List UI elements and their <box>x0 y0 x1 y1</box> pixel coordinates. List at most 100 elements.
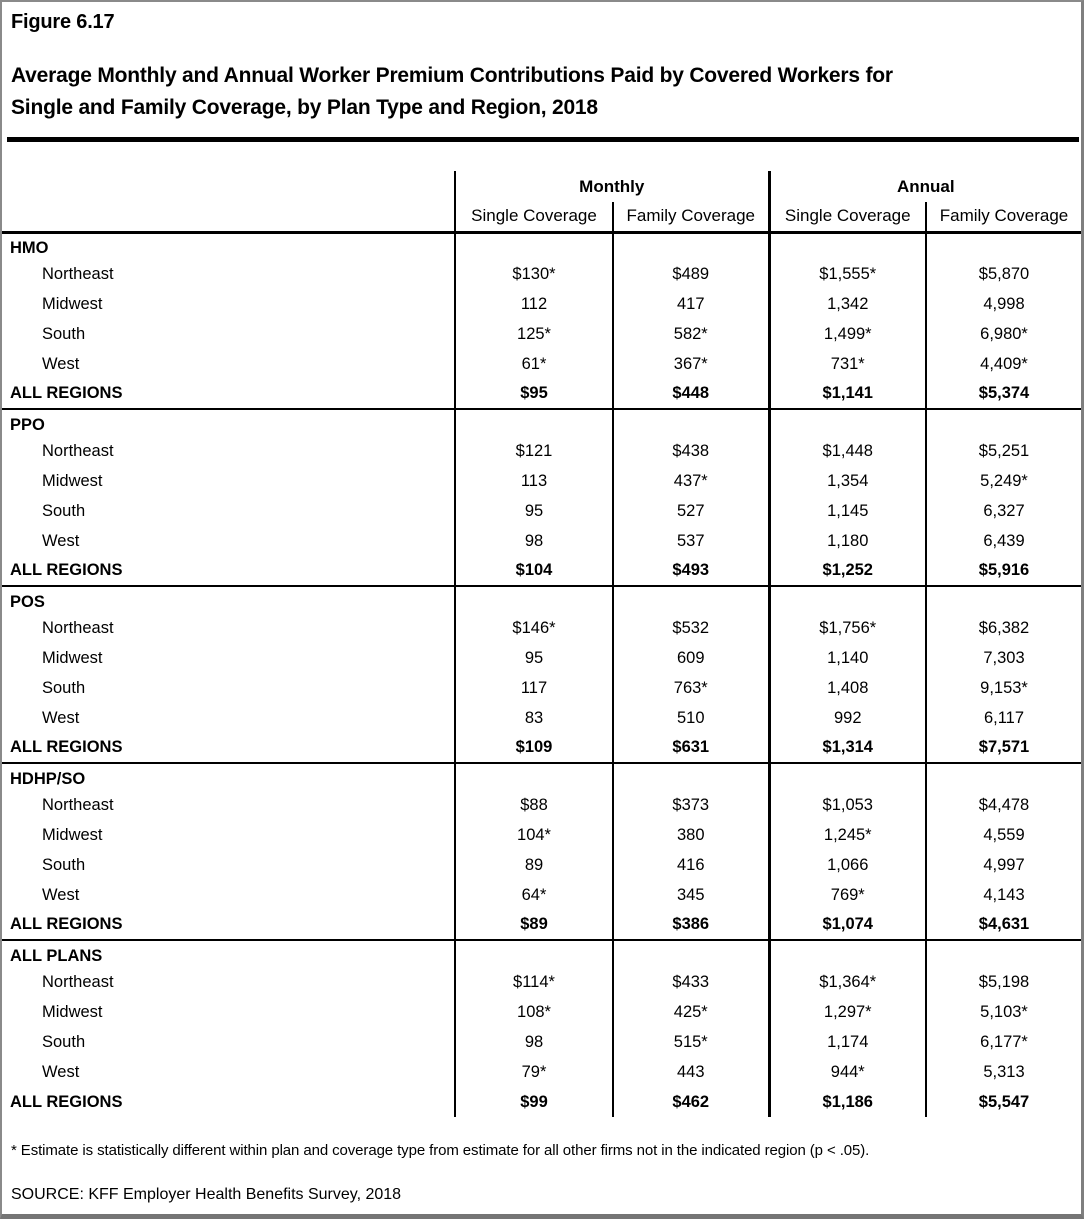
value-cell: 416 <box>612 850 769 880</box>
value-cell: $5,547 <box>924 1087 1081 1117</box>
value-cell: $462 <box>612 1087 769 1117</box>
value-cell: 104* <box>454 820 613 850</box>
value-cell: 79* <box>454 1057 613 1087</box>
value-cell: 95 <box>454 643 613 673</box>
table-row: ALL REGIONS $104 $493 $1,252 $5,916 <box>2 556 1081 587</box>
empty-cell <box>612 586 769 613</box>
value-cell: 4,997 <box>924 850 1081 880</box>
value-cell: 527 <box>612 496 769 526</box>
empty-cell <box>612 232 769 259</box>
table-row: South 95 527 1,145 6,327 <box>2 496 1081 526</box>
value-cell: $1,364* <box>767 967 926 997</box>
value-cell: $448 <box>612 379 769 410</box>
value-cell: 609 <box>612 643 769 673</box>
value-cell: $1,252 <box>767 556 926 587</box>
table-row: Midwest 112 417 1,342 4,998 <box>2 289 1081 319</box>
region-label: Northeast <box>42 264 114 283</box>
value-cell: 1,499* <box>767 319 926 349</box>
plan-row: HMO <box>2 232 1081 259</box>
empty-cell <box>767 586 926 613</box>
value-cell: 108* <box>454 997 613 1027</box>
region-label: South <box>42 678 86 697</box>
plan-label: HDHP/SO <box>10 770 86 788</box>
table-row: ALL REGIONS $109 $631 $1,314 $7,571 <box>2 733 1081 764</box>
value-cell: $373 <box>612 790 769 820</box>
value-cell: 1,408 <box>767 673 926 703</box>
value-cell: 64* <box>454 880 613 910</box>
column-group-annual: Annual <box>767 171 1081 202</box>
table-row: South 117 763* 1,408 9,153* <box>2 673 1081 703</box>
value-cell: $88 <box>454 790 613 820</box>
all-regions-label: ALL REGIONS <box>2 733 455 764</box>
value-cell: $7,571 <box>924 733 1081 764</box>
region-label: South <box>42 501 86 520</box>
column-header-monthly-family: Family Coverage <box>612 202 769 234</box>
figure-label: Figure 6.17 <box>11 11 115 33</box>
value-cell: $1,555* <box>767 259 926 289</box>
region-label: West <box>42 885 80 904</box>
plan-row: HDHP/SO <box>2 763 1081 790</box>
value-cell: $386 <box>612 910 769 941</box>
table-row: West 98 537 1,180 6,439 <box>2 526 1081 556</box>
page-title-line-2: Single and Family Coverage, by Plan Type… <box>11 96 598 119</box>
value-cell: $493 <box>612 556 769 587</box>
empty-cell <box>454 586 613 613</box>
region-label: West <box>42 531 80 550</box>
value-cell: 1,140 <box>767 643 926 673</box>
value-cell: 4,998 <box>924 289 1081 319</box>
value-cell: 582* <box>612 319 769 349</box>
value-cell: 6,439 <box>924 526 1081 556</box>
value-cell: 537 <box>612 526 769 556</box>
table-header: Monthly Annual Single Coverage Family Co… <box>2 171 1081 234</box>
column-header-annual-family: Family Coverage <box>924 202 1081 234</box>
table-row: Midwest 95 609 1,140 7,303 <box>2 643 1081 673</box>
table-row: Northeast $121 $438 $1,448 $5,251 <box>2 436 1081 466</box>
empty-cell <box>612 409 769 436</box>
empty-cell <box>924 940 1081 967</box>
title-block: Figure 6.17 Average Monthly and Annual W… <box>2 2 1081 124</box>
value-cell: $1,186 <box>767 1087 926 1117</box>
plan-row: ALL PLANS <box>2 940 1081 967</box>
table-row: Northeast $114* $433 $1,364* $5,198 <box>2 967 1081 997</box>
column-group-row: Monthly Annual <box>2 171 1081 202</box>
value-cell: 4,409* <box>924 349 1081 379</box>
value-cell: 98 <box>454 1027 613 1057</box>
value-cell: $1,448 <box>767 436 926 466</box>
value-cell: $631 <box>612 733 769 764</box>
region-label: Northeast <box>42 441 114 460</box>
value-cell: 763* <box>612 673 769 703</box>
value-cell: $89 <box>454 910 613 941</box>
value-cell: $1,141 <box>767 379 926 410</box>
table-row: ALL REGIONS $99 $462 $1,186 $5,547 <box>2 1087 1081 1117</box>
region-label: Midwest <box>42 648 103 667</box>
value-cell: $5,916 <box>924 556 1081 587</box>
value-cell: 6,117 <box>924 703 1081 733</box>
value-cell: 95 <box>454 496 613 526</box>
table-row: ALL REGIONS $95 $448 $1,141 $5,374 <box>2 379 1081 410</box>
column-header-annual-single: Single Coverage <box>767 202 926 234</box>
value-cell: 1,354 <box>767 466 926 496</box>
column-header-monthly-single: Single Coverage <box>454 202 613 234</box>
value-cell: $5,251 <box>924 436 1081 466</box>
table-row: Northeast $88 $373 $1,053 $4,478 <box>2 790 1081 820</box>
plan-label: POS <box>10 593 45 611</box>
value-cell: $121 <box>454 436 613 466</box>
value-cell: $1,053 <box>767 790 926 820</box>
region-label: South <box>42 324 86 343</box>
region-label: South <box>42 1032 86 1051</box>
value-cell: 944* <box>767 1057 926 1087</box>
all-regions-label: ALL REGIONS <box>2 556 455 587</box>
value-cell: 6,177* <box>924 1027 1081 1057</box>
all-regions-label: ALL REGIONS <box>10 1092 123 1111</box>
region-label: West <box>42 708 80 727</box>
value-cell: $109 <box>454 733 613 764</box>
plan-row: POS <box>2 586 1081 613</box>
plan-label: ALL PLANS <box>10 947 103 965</box>
footnote: * Estimate is statistically different wi… <box>11 1142 870 1159</box>
value-cell: 5,313 <box>924 1057 1081 1087</box>
value-cell: 4,559 <box>924 820 1081 850</box>
table-row: South 98 515* 1,174 6,177* <box>2 1027 1081 1057</box>
all-regions-label: ALL REGIONS <box>2 379 455 410</box>
empty-cell <box>924 763 1081 790</box>
region-label: South <box>42 855 86 874</box>
